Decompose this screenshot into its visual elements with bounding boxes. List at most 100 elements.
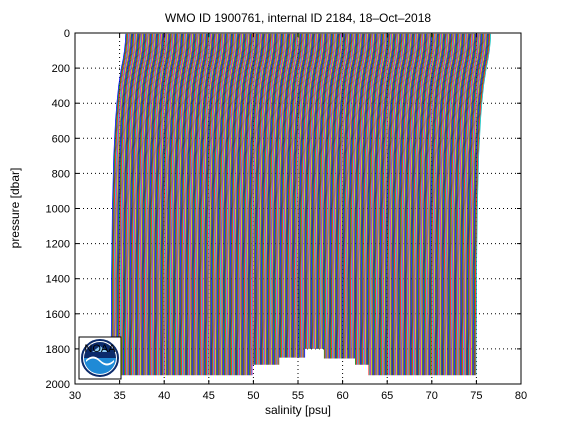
profile-line xyxy=(262,33,278,365)
profile-line xyxy=(326,33,343,359)
profile-line xyxy=(214,33,230,376)
profile-line xyxy=(333,33,350,359)
profile-line xyxy=(158,33,175,376)
profile-line xyxy=(347,33,363,359)
profile-line xyxy=(192,33,209,376)
profile-line xyxy=(141,33,157,376)
profile-line xyxy=(405,33,422,376)
profile-line xyxy=(327,33,343,359)
profile-line xyxy=(337,33,353,359)
profile-line xyxy=(232,33,248,376)
profile-line xyxy=(127,33,144,376)
profile-line xyxy=(203,33,220,376)
profile-line xyxy=(272,33,288,365)
profile-line xyxy=(381,33,398,376)
profile-line xyxy=(174,33,190,376)
profile-line xyxy=(212,33,228,376)
profile-line xyxy=(423,33,440,376)
profile-line xyxy=(247,33,263,376)
profile-line xyxy=(279,33,295,358)
profile-line xyxy=(406,33,423,376)
profile-line xyxy=(287,33,303,358)
profile-line xyxy=(157,33,173,376)
profile-line xyxy=(200,33,217,376)
profile-line xyxy=(311,33,327,349)
profile-line xyxy=(365,33,382,365)
profile-line xyxy=(250,33,267,376)
profile-line xyxy=(367,33,384,365)
profile-line xyxy=(398,33,415,376)
profile-line xyxy=(162,33,178,376)
profile-line xyxy=(329,33,345,359)
profile-line xyxy=(353,33,369,359)
profile-line xyxy=(195,33,211,376)
profile-line xyxy=(387,33,403,376)
profile-line xyxy=(169,33,186,376)
profile-line xyxy=(339,33,356,359)
profile-line xyxy=(289,33,305,358)
profile-line xyxy=(202,33,219,376)
profile-line xyxy=(175,33,192,376)
profile-line xyxy=(198,33,214,376)
profile-line xyxy=(129,33,145,376)
profile-line xyxy=(412,33,428,376)
profile-line xyxy=(309,33,326,349)
profile-line xyxy=(332,33,349,359)
profile-line xyxy=(338,33,354,359)
profile-line xyxy=(156,33,172,376)
profile-line xyxy=(219,33,236,376)
profile-line xyxy=(111,33,128,376)
profile-line xyxy=(399,33,416,376)
profile-line xyxy=(151,33,168,376)
profile-line xyxy=(336,33,352,359)
profile-line xyxy=(293,33,310,358)
profile-line xyxy=(264,33,280,365)
profile-line xyxy=(372,33,388,376)
profile-line xyxy=(325,33,342,359)
profile-line xyxy=(377,33,393,376)
profile-line xyxy=(143,33,160,376)
profile-line xyxy=(378,33,394,376)
profile-line xyxy=(196,33,212,376)
profile-line xyxy=(123,33,139,376)
profile-line xyxy=(319,33,335,349)
profile-line xyxy=(135,33,152,376)
profile-line xyxy=(359,33,376,365)
profile-line xyxy=(152,33,169,376)
profile-line xyxy=(284,33,301,358)
profile-line xyxy=(357,33,374,365)
profile-line xyxy=(188,33,204,376)
profile-line xyxy=(356,33,373,365)
profile-line xyxy=(445,33,461,376)
profile-line xyxy=(189,33,205,376)
x-tick-label: 70 xyxy=(426,390,438,402)
profile-line xyxy=(449,33,466,376)
profile-line xyxy=(140,33,156,376)
profile-line xyxy=(228,33,244,376)
profile-line xyxy=(273,33,289,365)
profile-line xyxy=(179,33,195,376)
profile-line xyxy=(223,33,239,376)
profile-line xyxy=(121,33,137,376)
profile-line xyxy=(275,33,292,365)
x-axis-label: salinity [psu] xyxy=(264,403,332,417)
profile-line xyxy=(373,33,390,376)
profile-line xyxy=(460,33,476,376)
profile-line xyxy=(117,33,134,376)
profile-line xyxy=(237,33,253,376)
profile-line xyxy=(269,33,286,365)
profile-line xyxy=(388,33,404,376)
profile-line xyxy=(455,33,472,376)
profile-line xyxy=(267,33,284,365)
profile-line xyxy=(257,33,274,365)
profile-line xyxy=(364,33,380,365)
profile-line xyxy=(370,33,386,376)
profile-line xyxy=(114,33,130,376)
profile-line xyxy=(295,33,311,358)
y-tick-label: 2000 xyxy=(46,379,70,391)
profile-line xyxy=(118,33,135,376)
profile-line xyxy=(466,33,483,376)
y-tick-label: 1400 xyxy=(46,274,70,286)
profile-line xyxy=(372,33,389,376)
profile-line xyxy=(416,33,433,376)
